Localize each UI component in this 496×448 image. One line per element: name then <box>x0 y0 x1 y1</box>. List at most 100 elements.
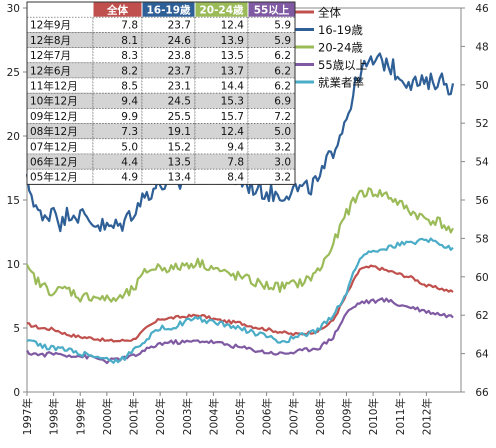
table-cell-value: 7.8 <box>121 20 138 32</box>
table-cell-value: 23.7 <box>168 20 191 32</box>
legend-label-age55plus: 55歳以上 <box>318 58 367 72</box>
table-cell-value: 19.1 <box>168 126 191 138</box>
x-tick-label: 1997年 <box>21 398 34 435</box>
x-tick-label: 2001年 <box>128 398 141 435</box>
table-row-label: 07年12月 <box>30 140 78 153</box>
table-cell-value: 3.2 <box>274 141 291 153</box>
table-cell-value: 8.4 <box>227 172 244 184</box>
table-cell-value: 7.3 <box>121 126 138 138</box>
table-cell-value: 24.5 <box>168 96 191 108</box>
x-tick-label: 1998年 <box>48 398 61 435</box>
series-line-age55plus <box>26 297 454 365</box>
table-cell-value: 13.5 <box>221 50 244 62</box>
table-cell-value: 23.8 <box>168 50 191 62</box>
table-header-label: 16-19歳 <box>146 4 191 17</box>
right-tick-label: 62 <box>475 310 488 322</box>
left-tick-label: 25 <box>7 67 20 79</box>
x-tick-label: 2012年 <box>420 398 433 435</box>
right-tick-label: 64 <box>475 349 489 361</box>
table-cell <box>92 16 143 33</box>
table-cell-value: 8.5 <box>121 81 138 93</box>
right-tick-label: 54 <box>475 157 489 169</box>
x-tick-label: 2010年 <box>367 398 380 435</box>
legend-label-employment_rate: 就業者率 <box>318 76 364 90</box>
table-cell-value: 9.9 <box>121 111 138 123</box>
table-row-label: 09年12月 <box>30 110 78 123</box>
table-cell-value: 5.0 <box>121 141 138 153</box>
table-cell-value: 13.7 <box>221 65 244 77</box>
x-tick-label: 2006年 <box>261 398 274 435</box>
right-tick-label: 66 <box>475 387 489 399</box>
table-header-label: 20-24歳 <box>199 4 244 17</box>
table-cell-value: 6.2 <box>274 81 291 93</box>
table-cell-value: 8.1 <box>121 35 138 47</box>
table-row-label: 12年6月 <box>30 64 71 77</box>
legend-label-overall: 全体 <box>318 6 341 20</box>
table-cell <box>92 123 143 140</box>
table-header-label: 55以上 <box>254 4 290 17</box>
table-cell-value: 6.2 <box>274 50 291 62</box>
table-cell-value: 25.5 <box>168 111 191 123</box>
table-border <box>26 1 296 185</box>
x-tick-label: 2011年 <box>394 398 407 435</box>
right-tick-label: 48 <box>475 41 488 53</box>
table-header-cell <box>26 1 94 18</box>
x-tick-label: 2007年 <box>287 398 300 435</box>
series-line-employment_rate <box>26 237 454 364</box>
table-cell <box>92 32 143 48</box>
left-tick-label: 30 <box>7 3 20 15</box>
table-cell-value: 15.7 <box>221 111 244 123</box>
series-line-age20_24 <box>26 187 454 303</box>
left-tick-label: 10 <box>7 259 20 271</box>
x-tick-label: 2008年 <box>314 398 327 435</box>
table-cell-value: 13.5 <box>168 157 191 169</box>
table-cell-value: 7.2 <box>274 111 291 123</box>
chart-axes: 0 5 10 15 20 25 30 46 48 50 52 54 56 58 60 62 64 66 1997年 1… <box>7 3 489 435</box>
right-tick-label: 50 <box>475 80 488 92</box>
table-row-label: 08年12月 <box>30 125 78 138</box>
legend-label-age16_19: 16-19歳 <box>318 23 363 37</box>
table-cell-value: 8.2 <box>121 65 138 77</box>
left-tick-label: 20 <box>7 131 20 143</box>
table-cell-value: 4.4 <box>121 157 138 169</box>
table-cell-value: 13.4 <box>168 172 192 184</box>
table-row-label: 05年12月 <box>30 171 78 184</box>
table-cell-value: 12.4 <box>221 20 245 32</box>
table-cell-value: 23.7 <box>168 65 191 77</box>
series-line-overall <box>26 264 454 343</box>
table-cell <box>92 108 143 124</box>
table-row-label: 11年12月 <box>30 80 78 93</box>
x-tick-label: 2005年 <box>234 398 247 435</box>
left-tick-label: 5 <box>13 323 20 335</box>
table-cell-value: 3.0 <box>274 157 291 169</box>
right-tick-label: 58 <box>475 233 488 245</box>
table-cell-value: 3.2 <box>274 172 291 184</box>
data-table: 全体 16-19歳 20-24歳 55以上 12年9月 7.8 23.7 12.4 5.9 12年… <box>26 1 296 185</box>
table-cell-value: 4.9 <box>121 172 138 184</box>
table-cell-value: 6.2 <box>274 65 291 77</box>
table-cell <box>92 153 143 170</box>
x-tick-label: 2003年 <box>181 398 194 435</box>
x-tick-label: 2000年 <box>101 398 114 435</box>
table-cell-value: 12.4 <box>221 126 245 138</box>
table-cell-value: 15.3 <box>221 96 244 108</box>
table-row-label: 12年9月 <box>30 19 71 32</box>
table-cell <box>92 138 143 155</box>
table-row-label: 12年7月 <box>30 49 71 62</box>
table-cell-value: 9.4 <box>121 96 138 108</box>
table-cell-value: 13.9 <box>221 35 244 47</box>
table-row-label: 10年12月 <box>30 95 78 108</box>
x-tick-label: 2004年 <box>207 398 220 435</box>
left-tick-label: 15 <box>7 195 20 207</box>
right-tick-label: 60 <box>475 272 488 284</box>
table-cell-value: 9.4 <box>227 141 244 153</box>
table-cell-value: 5.9 <box>274 20 291 32</box>
table-row-label: 12年8月 <box>30 34 71 47</box>
table-cell-value: 23.1 <box>168 81 191 93</box>
table-cell <box>92 92 143 109</box>
table-cell-value: 6.9 <box>274 96 291 108</box>
table-header-label: 全体 <box>106 4 128 17</box>
legend-label-age20_24: 20-24歳 <box>318 41 363 55</box>
